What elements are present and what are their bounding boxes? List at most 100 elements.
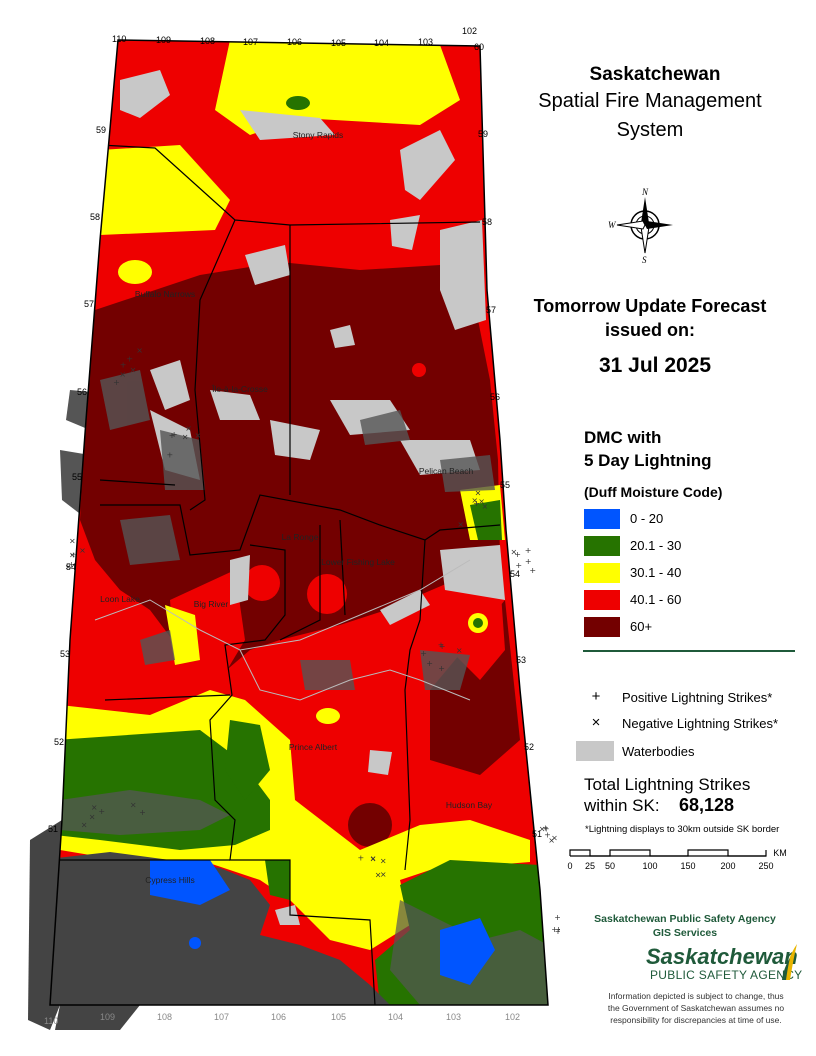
lightning-strike-mark: × (511, 548, 518, 557)
lightning-strike-mark: + (426, 659, 433, 668)
scale-tick-50: 50 (605, 861, 615, 871)
lightning-strike-mark: × (185, 424, 192, 433)
place-loon-lake: Loon Lake (100, 594, 140, 604)
legend-swatch-0-20 (584, 509, 620, 529)
legend-heading-2: 5 Day Lightning (584, 451, 712, 470)
lightning-strike-mark: + (113, 378, 120, 387)
place-big-river: Big River (194, 599, 229, 609)
lightning-strike-mark: + (70, 551, 77, 560)
dmc-30-40-north (215, 40, 460, 135)
compass-n: N (641, 187, 649, 197)
legend-swatch-20-30 (584, 536, 620, 556)
lat-label-left-57: 57 (84, 299, 94, 309)
disclaimer: Information depicted is subject to chang… (586, 990, 806, 1026)
disclaimer-line-3: responsibility for discrepancies at time… (610, 1015, 782, 1025)
compass-rose-icon: N W S (608, 187, 673, 265)
positive-strike-icon: + (591, 688, 601, 705)
lightning-strike-mark: + (120, 361, 127, 370)
lon-label-bottom-105: 105 (331, 1012, 346, 1022)
lightning-strike-mark: × (65, 563, 72, 572)
org-name: Saskatchewan Public Safety Agency (594, 913, 776, 925)
lat-label-left-58: 58 (90, 212, 100, 222)
dmc-30-40-northwest (100, 145, 230, 235)
place-cypress-hills: Cypress Hills (145, 875, 195, 885)
lightning-strike-mark: + (515, 561, 522, 570)
lat-label-left-53: 53 (60, 649, 70, 659)
lightning-strike-mark: × (81, 821, 88, 830)
lightning-strike-mark: × (370, 854, 377, 863)
lightning-strike-mark: × (130, 801, 137, 810)
lat-label-left-56: 56 (77, 387, 87, 397)
lat-label-right-54: 54 (510, 569, 520, 579)
scale-tick-200: 200 (720, 861, 735, 871)
lightning-strike-mark: × (119, 370, 126, 379)
place-hudson-bay: Hudson Bay (446, 800, 493, 810)
lightning-strike-mark: × (478, 497, 485, 506)
total-strikes-label-2: within SK: (584, 796, 660, 815)
lightning-cluster-southwest (50, 852, 390, 1005)
scale-bar: 0 25 50 100 150 200 250 KM (567, 848, 786, 871)
lightning-strike-mark: + (544, 831, 551, 840)
dmc-map: ×+++×××+++××× ×××+××+×+×× +++×+ +++++ ×+××+×… (28, 26, 560, 1030)
lightning-strike-mark: × (539, 824, 546, 833)
lightning-strike-mark: × (69, 551, 76, 560)
lightning-strike-mark: + (126, 354, 133, 363)
lon-label-bottom-107: 107 (214, 1012, 229, 1022)
scale-tick-0: 0 (567, 861, 572, 871)
lightning-strike-mark: + (555, 927, 560, 936)
lightning-strike-mark: × (471, 496, 478, 505)
legend-label-40-60: 40.1 - 60 (630, 592, 682, 607)
compass-s: S (642, 255, 647, 265)
lat-label-right-59: 59 (478, 129, 488, 139)
rivers (94, 559, 471, 701)
lightning-strike-mark: × (380, 856, 387, 865)
lightning-strike-mark: × (136, 346, 143, 355)
place-pelican-beach: Pelican Beach (419, 466, 474, 476)
lat-label-left-59: 59 (96, 125, 106, 135)
saskatchewan-border (49, 39, 549, 1006)
lat-label-right-52: 52 (524, 742, 534, 752)
lightning-strike-mark: + (439, 642, 446, 651)
lightning-strike-mark: × (456, 646, 463, 655)
total-strikes-label-1: Total Lightning Strikes (584, 775, 751, 794)
lon-label-top-102: 102 (462, 26, 477, 36)
forecast-line-1: Tomorrow Update Forecast (533, 296, 767, 316)
lightning-strike-mark: + (514, 550, 521, 559)
legend-heading-1: DMC with (584, 428, 662, 447)
lightning-strike-mark: + (68, 560, 75, 569)
lightning-strike-mark: + (525, 557, 532, 566)
lon-label-bottom-104: 104 (388, 1012, 403, 1022)
place-stony-rapids: Stony Rapids (293, 130, 344, 140)
lat-label-right-58: 58 (482, 217, 492, 227)
scale-tick-150: 150 (680, 861, 695, 871)
lightning-strike-mark: × (380, 870, 387, 879)
spsa-logo-subtext: PUBLIC SAFETY AGENCY (650, 968, 803, 982)
lon-label-bottom-110: 110 (44, 1016, 58, 1026)
lon-label-bottom-106: 106 (271, 1012, 286, 1022)
lon-label-bottom-102: 102 (505, 1012, 520, 1022)
lon-label-top-107: 107 (243, 37, 258, 47)
lightning-strike-mark: × (482, 502, 489, 511)
lon-label-bottom-109: 109 (100, 1012, 115, 1022)
legend-label-60-plus: 60+ (630, 619, 653, 634)
lon-label-top-108: 108 (200, 36, 215, 46)
lon-label-bottom-108: 108 (157, 1012, 172, 1022)
lightning-strike-mark: × (551, 834, 558, 843)
scale-tick-25: 25 (585, 861, 595, 871)
lightning-strike-mark: × (548, 836, 555, 845)
scale-tick-250: 250 (758, 861, 773, 871)
place-la-ronge: La Ronge (282, 532, 319, 542)
lon-label-top-109: 109 (156, 35, 171, 45)
lightning-strike-mark: × (89, 812, 96, 821)
title-line-2: Spatial Fire Management (538, 90, 762, 112)
lightning-strike-mark: × (130, 365, 137, 374)
lat-label-right-55: 55 (500, 480, 510, 490)
forecast-date: 31 Jul 2025 (598, 354, 712, 377)
lightning-strike-mark: + (551, 925, 558, 934)
place-lower-fishing-lake: Lower Fishing Lake (321, 557, 395, 567)
wheat-logo-icon (782, 944, 797, 980)
total-strikes-value: 68,128 (679, 795, 735, 815)
lightning-strike-mark: + (98, 807, 105, 816)
district-boundaries (60, 144, 501, 1005)
lon-label-bottom-103: 103 (446, 1012, 461, 1022)
